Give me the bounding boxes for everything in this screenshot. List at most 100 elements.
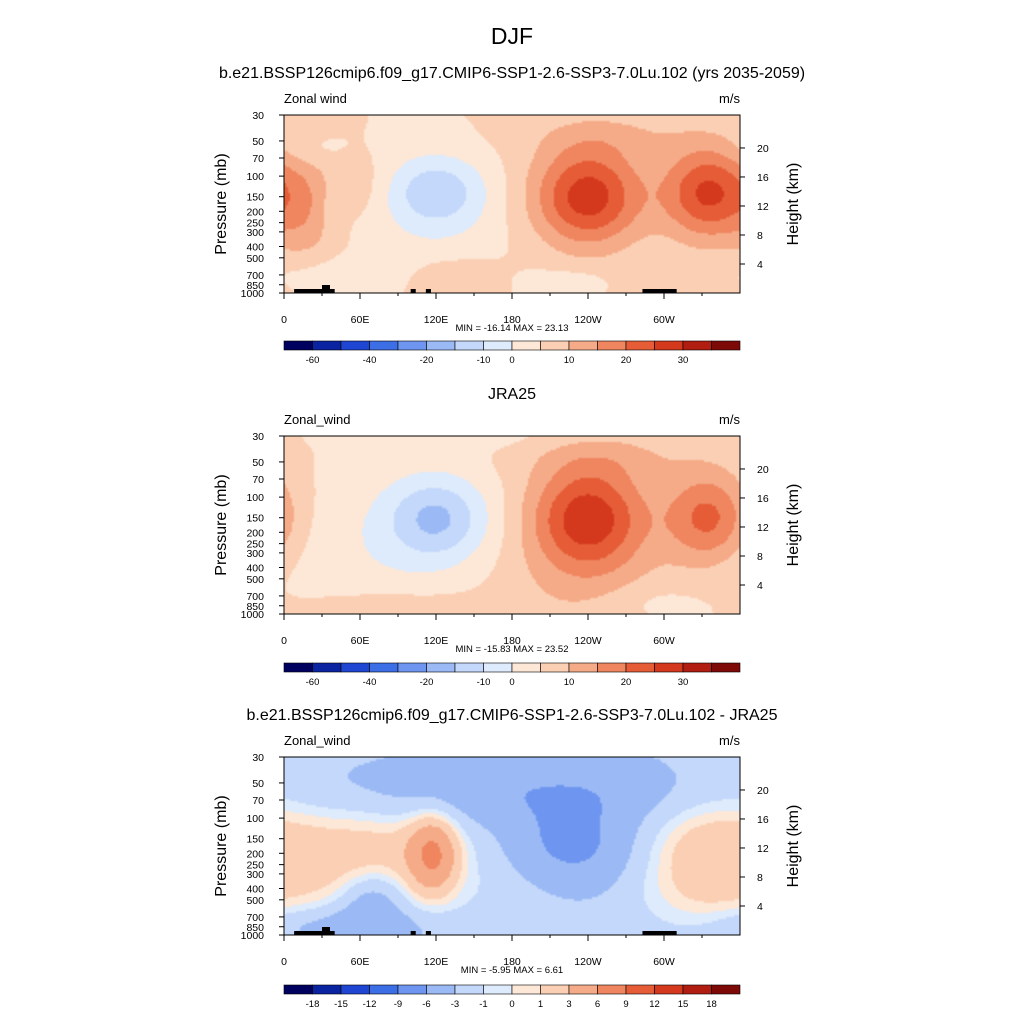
pressure-tick-label: 100 <box>246 171 264 183</box>
pressure-tick-label: 50 <box>252 136 264 148</box>
pressure-tick-label: 1000 <box>241 930 265 942</box>
colorbar-box <box>340 662 370 673</box>
lon-tick-label: 180 <box>503 635 521 647</box>
lon-tick-label: 60E <box>351 956 370 968</box>
lon-tick-label: 180 <box>503 956 521 968</box>
colorbar-box <box>654 984 684 995</box>
pressure-tick-label: 400 <box>246 241 264 253</box>
pressure-tick-label: 500 <box>246 253 264 265</box>
colorbar-tick-label: 9 <box>623 999 628 1010</box>
pressure-tick-label: 100 <box>246 813 264 825</box>
lon-tick-label: 120E <box>424 314 449 326</box>
panel-title: JRA25 <box>488 386 536 403</box>
colorbar-tick-label: 20 <box>621 355 632 366</box>
pressure-tick-label: 150 <box>246 513 264 525</box>
lon-tick-label: 120E <box>424 635 449 647</box>
colorbar-tick-label: -40 <box>363 355 377 366</box>
colorbar-box <box>711 662 741 673</box>
pressure-tick-label: 150 <box>246 834 264 846</box>
colorbar-tick-label: 10 <box>564 677 575 688</box>
pressure-tick-label: 400 <box>246 883 264 895</box>
pressure-tick-label: 300 <box>246 869 264 881</box>
topography-block <box>410 931 416 935</box>
lon-tick-label: 180 <box>503 314 521 326</box>
pressure-tick-label: 1000 <box>241 288 265 300</box>
units-label: m/s <box>719 91 740 106</box>
pressure-tick-label: 300 <box>246 548 264 560</box>
colorbar-box <box>568 340 598 351</box>
colorbar-box <box>654 340 684 351</box>
y-axis-title-right: Height (km) <box>785 484 802 567</box>
topography-block <box>425 931 431 935</box>
colorbar-box <box>454 662 484 673</box>
height-tick-label: 16 <box>757 172 769 184</box>
colorbar-tick-label: -40 <box>363 677 377 688</box>
lon-tick-label: 120W <box>574 314 602 326</box>
colorbar-tick-label: 30 <box>678 355 689 366</box>
pressure-tick-label: 250 <box>246 218 264 230</box>
colorbar-box <box>483 340 513 351</box>
colorbar-tick-label: -15 <box>334 999 348 1010</box>
pressure-tick-label: 250 <box>246 860 264 872</box>
height-tick-label: 16 <box>757 814 769 826</box>
colorbar-box <box>454 340 484 351</box>
lon-tick-label: 0 <box>281 635 287 647</box>
pressure-tick-label: 70 <box>252 795 264 807</box>
pressure-tick-label: 500 <box>246 574 264 586</box>
y-axis-title-right: Height (km) <box>785 163 802 246</box>
colorbar: -60 -40 -20 -10 0 10 20 30 <box>283 662 741 688</box>
colorbar-box <box>597 984 627 995</box>
pressure-tick-label: 500 <box>246 895 264 907</box>
colorbar-box <box>511 662 541 673</box>
height-tick-label: 4 <box>757 901 763 913</box>
colorbar-tick-label: 18 <box>706 999 717 1010</box>
colorbar-box <box>625 984 655 995</box>
lon-tick-label: 60E <box>351 314 370 326</box>
pressure-tick-label: 850 <box>246 922 264 934</box>
colorbar-box <box>511 340 541 351</box>
colorbar-tick-label: -6 <box>422 999 430 1010</box>
pressure-tick-label: 50 <box>252 778 264 790</box>
figure-title: DJF <box>491 23 533 49</box>
colorbar-tick-label: 3 <box>566 999 571 1010</box>
height-tick-label: 20 <box>757 143 769 155</box>
pressure-tick-label: 30 <box>252 752 264 764</box>
colorbar-box <box>540 662 570 673</box>
pressure-tick-label: 850 <box>246 280 264 292</box>
lon-tick-label: 120W <box>574 635 602 647</box>
pressure-tick-label: 700 <box>246 912 264 924</box>
height-tick-label: 16 <box>757 493 769 505</box>
height-tick-label: 4 <box>757 580 763 592</box>
pressure-tick-label: 700 <box>246 270 264 282</box>
colorbar-box <box>625 662 655 673</box>
y-axis-title-left: Pressure (mb) <box>213 474 230 575</box>
colorbar-tick-label: -9 <box>394 999 402 1010</box>
colorbar-tick-label: -20 <box>420 355 434 366</box>
pressure-tick-label: 100 <box>246 492 264 504</box>
panel-diff: b.e21.BSSP126cmip6.f09_g17.CMIP6-SSP1-2.… <box>213 707 802 1010</box>
variable-label: Zonal_wind <box>284 733 351 748</box>
lon-tick-label: 60W <box>653 956 675 968</box>
colorbar-tick-label: -12 <box>363 999 377 1010</box>
variable-label: Zonal wind <box>284 91 347 106</box>
pressure-tick-label: 200 <box>246 527 264 539</box>
y-axis-title-left: Pressure (mb) <box>213 153 230 254</box>
colorbar-tick-label: 15 <box>678 999 689 1010</box>
colorbar-tick-label: -10 <box>477 355 491 366</box>
y-axis-title-right: Height (km) <box>785 805 802 888</box>
colorbar-tick-label: 12 <box>649 999 660 1010</box>
colorbar-box <box>312 662 342 673</box>
colorbar-box <box>283 340 313 351</box>
pressure-tick-label: 250 <box>246 539 264 551</box>
height-tick-label: 12 <box>757 201 769 213</box>
colorbar-box <box>540 984 570 995</box>
colorbar-box <box>711 984 741 995</box>
colorbar-box <box>426 984 456 995</box>
colorbar-tick-label: 0 <box>509 999 514 1010</box>
height-tick-label: 8 <box>757 872 763 884</box>
colorbar-box <box>568 984 598 995</box>
colorbar-tick-label: -3 <box>451 999 459 1010</box>
lon-tick-label: 120W <box>574 956 602 968</box>
colorbar-box <box>369 984 399 995</box>
